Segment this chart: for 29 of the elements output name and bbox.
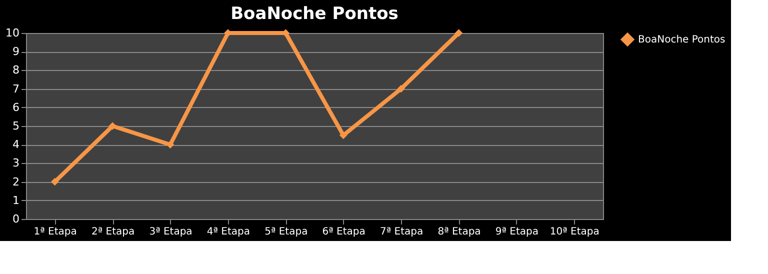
x-tick-label: 1ª Etapa [34, 226, 77, 238]
x-tick-label: 2ª Etapa [91, 226, 135, 238]
y-tick-label: 8 [12, 64, 20, 77]
point [166, 140, 174, 148]
y-tick-label: 4 [12, 138, 20, 152]
y-tick-label: 10 [6, 26, 20, 40]
point [397, 84, 405, 93]
y-tick-label: 9 [12, 45, 20, 58]
x-tick-label: 9ª Etapa [495, 226, 539, 238]
y-tick-label: 3 [12, 156, 20, 170]
y-tick-label: 5 [12, 120, 20, 132]
y-tick-label: 1 [12, 194, 20, 207]
x-tick-label: 3ª Etapa [149, 226, 192, 238]
point [50, 178, 59, 186]
point [454, 29, 463, 37]
point [339, 131, 348, 140]
x-tick-label: 10ª Etapa [550, 226, 600, 238]
legend-label: BoaNoche Pontos [638, 34, 726, 46]
point [108, 122, 116, 130]
x-tick-label: 8ª Etapa [438, 226, 481, 238]
y-tick-label: 7 [12, 82, 20, 96]
x-tick-label: 6ª Etapa [322, 226, 366, 238]
x-tick-label: 5ª Etapa [264, 226, 308, 238]
y-tick-label: 0 [12, 212, 20, 226]
x-tick-label: 4ª Etapa [206, 226, 250, 238]
y-tick-label: 2 [12, 175, 20, 188]
x-tick-label: 7ª Etapa [380, 226, 424, 238]
y-tick-label: 6 [12, 100, 20, 114]
chart-title: BoaNoche Pontos [230, 4, 398, 24]
